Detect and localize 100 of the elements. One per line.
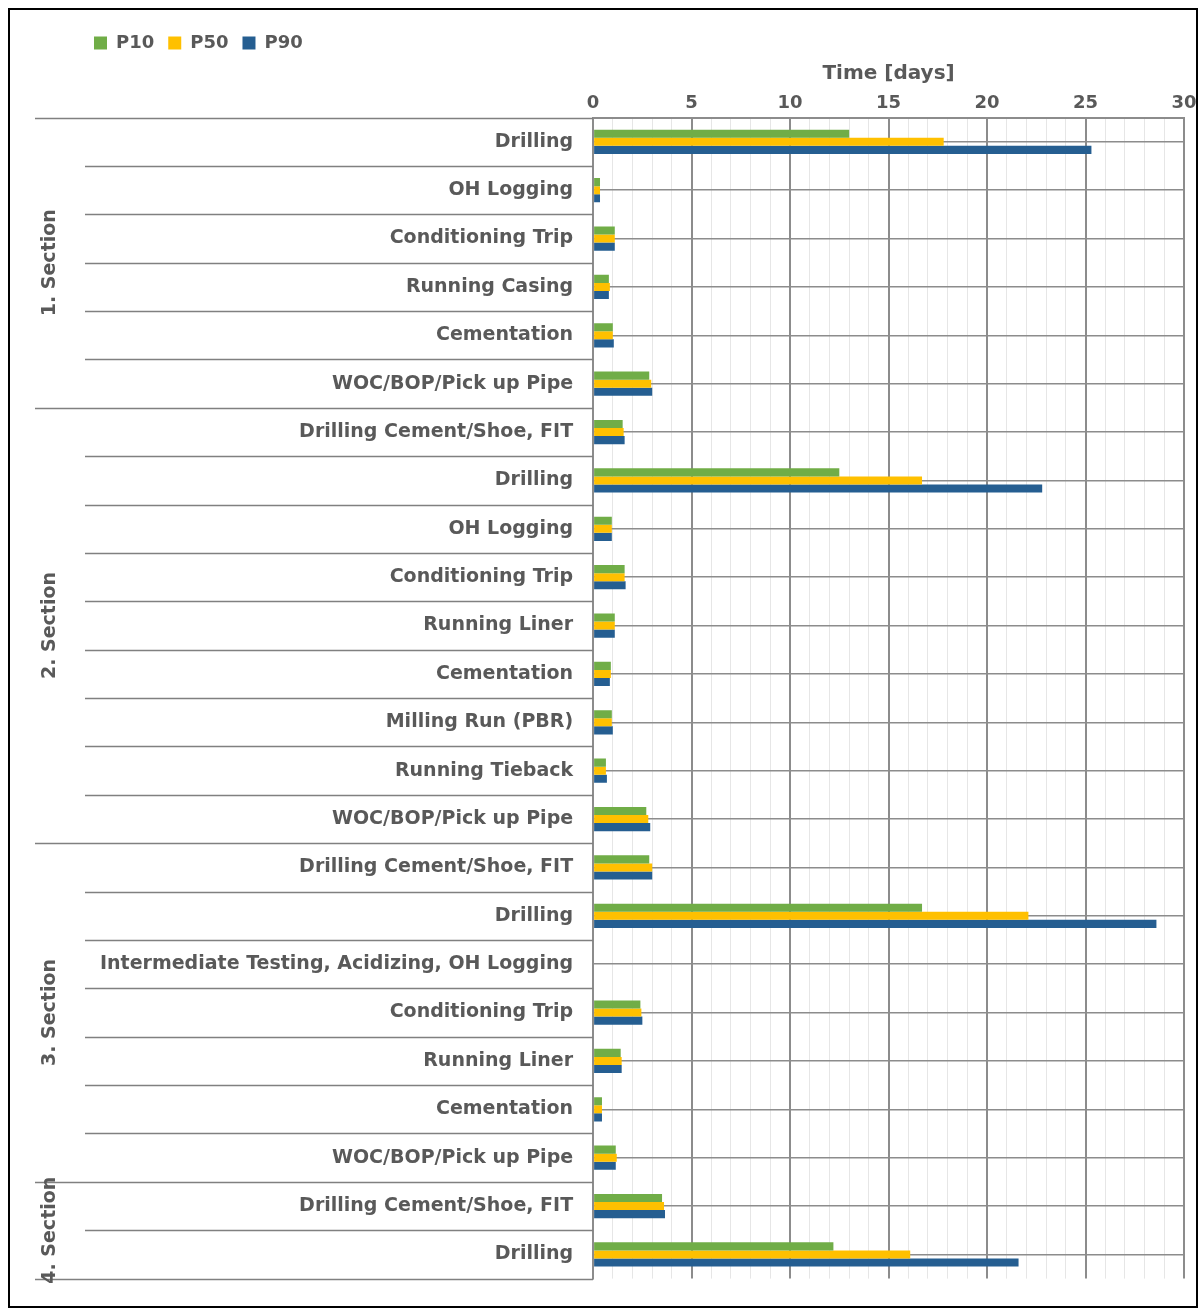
bar bbox=[594, 371, 650, 380]
bar bbox=[594, 194, 601, 203]
y-tick-label: WOC/BOP/Pick up Pipe bbox=[332, 1144, 574, 1167]
y-tick-label: Intermediate Testing, Acidizing, OH Logging bbox=[99, 951, 574, 974]
bar bbox=[594, 186, 601, 195]
bar bbox=[594, 178, 601, 187]
bar bbox=[594, 339, 614, 348]
bar bbox=[594, 581, 626, 590]
y-tick-label: WOC/BOP/Pick up Pipe bbox=[332, 370, 574, 393]
bar bbox=[594, 226, 615, 235]
legend-label: P90 bbox=[264, 30, 303, 52]
bar bbox=[594, 274, 609, 283]
y-tick-label: WOC/BOP/Pick up Pipe bbox=[332, 805, 574, 828]
bar bbox=[594, 145, 1092, 154]
bar bbox=[594, 573, 625, 582]
y-tick-label: OH Logging bbox=[448, 177, 574, 200]
bar bbox=[594, 1202, 665, 1211]
bar bbox=[594, 677, 610, 687]
y-tick-label: Running Tieback bbox=[394, 757, 574, 780]
x-tick-label: 15 bbox=[876, 91, 902, 113]
legend-label: P50 bbox=[190, 30, 229, 52]
y-tick-label: Conditioning Trip bbox=[389, 564, 574, 587]
bar bbox=[594, 1145, 616, 1154]
bar bbox=[594, 726, 613, 735]
bar bbox=[594, 1210, 666, 1219]
text: 1. Section bbox=[36, 209, 59, 317]
y-tick-label: Cementation bbox=[435, 1096, 574, 1119]
bar bbox=[594, 1161, 616, 1170]
bar bbox=[594, 1258, 1019, 1267]
bar bbox=[594, 532, 612, 541]
x-tick-label: 30 bbox=[1171, 91, 1197, 113]
bar bbox=[594, 1097, 602, 1106]
y-tick-label: Cementation bbox=[435, 660, 574, 683]
bar bbox=[594, 419, 623, 429]
bar bbox=[594, 629, 615, 638]
bar bbox=[594, 1000, 641, 1009]
y-tick-label: Running Liner bbox=[423, 612, 574, 635]
y-tick-label: Drilling bbox=[494, 1241, 574, 1264]
bar bbox=[594, 137, 944, 146]
y-tick-label: Drilling Cement/Shoe, FIT bbox=[299, 1192, 574, 1215]
bar bbox=[594, 524, 612, 533]
bar bbox=[594, 774, 607, 783]
bar bbox=[594, 387, 653, 396]
y-tick-label: Drilling Cement/Shoe, FIT bbox=[299, 854, 574, 877]
bar bbox=[594, 911, 1029, 920]
y-tick-label: Running Casing bbox=[405, 273, 574, 296]
bar bbox=[594, 718, 612, 727]
bar bbox=[594, 1048, 621, 1057]
bar bbox=[594, 242, 615, 251]
x-tick-label: 5 bbox=[685, 91, 698, 113]
bar bbox=[594, 323, 613, 332]
bar bbox=[594, 669, 611, 678]
bar bbox=[594, 903, 923, 912]
bar bbox=[594, 290, 609, 300]
bar bbox=[594, 484, 1043, 493]
bar bbox=[594, 855, 650, 864]
bar bbox=[594, 613, 615, 622]
bar bbox=[594, 476, 923, 485]
bar bbox=[594, 1064, 622, 1074]
bar bbox=[594, 815, 649, 824]
bar bbox=[594, 1153, 617, 1162]
text: 4. Section bbox=[36, 1176, 59, 1284]
bar bbox=[594, 1113, 602, 1122]
y-tick-label: Drilling bbox=[494, 467, 574, 490]
legend-label: P10 bbox=[116, 30, 155, 52]
x-tick-label: 0 bbox=[586, 91, 600, 113]
text: 3. Section bbox=[36, 959, 59, 1067]
y-tick-label: Conditioning Trip bbox=[389, 999, 574, 1022]
bar bbox=[594, 766, 606, 775]
text: 2. Section bbox=[36, 572, 59, 680]
bar bbox=[594, 1016, 643, 1025]
bar bbox=[594, 1008, 642, 1017]
bar bbox=[594, 468, 840, 477]
bar bbox=[594, 331, 613, 340]
y-tick-label: Drilling Cement/Shoe, FIT bbox=[299, 418, 574, 441]
bar bbox=[594, 806, 647, 816]
bar bbox=[594, 1105, 602, 1114]
bar bbox=[594, 1193, 663, 1203]
bar bbox=[594, 129, 850, 138]
bar bbox=[594, 1242, 834, 1251]
y-tick-label: Milling Run (PBR) bbox=[385, 709, 574, 732]
x-axis-title: Time [days] bbox=[822, 60, 955, 85]
bar bbox=[594, 1056, 622, 1065]
bar bbox=[594, 282, 610, 291]
y-tick-label: Running Liner bbox=[423, 1047, 574, 1070]
bar bbox=[594, 758, 606, 767]
bar bbox=[594, 428, 624, 437]
bar bbox=[594, 436, 625, 445]
x-tick-label: 20 bbox=[974, 91, 1000, 113]
bar bbox=[594, 823, 651, 832]
x-tick-label: 25 bbox=[1072, 91, 1099, 113]
bar bbox=[594, 234, 615, 243]
x-tick-label: 10 bbox=[777, 91, 803, 113]
bar bbox=[594, 661, 611, 670]
bar bbox=[594, 1250, 911, 1259]
bar bbox=[594, 379, 652, 388]
y-tick-label: Conditioning Trip bbox=[389, 225, 574, 248]
y-tick-label: Drilling bbox=[494, 128, 574, 151]
bar bbox=[594, 710, 612, 719]
bar bbox=[594, 919, 1157, 928]
